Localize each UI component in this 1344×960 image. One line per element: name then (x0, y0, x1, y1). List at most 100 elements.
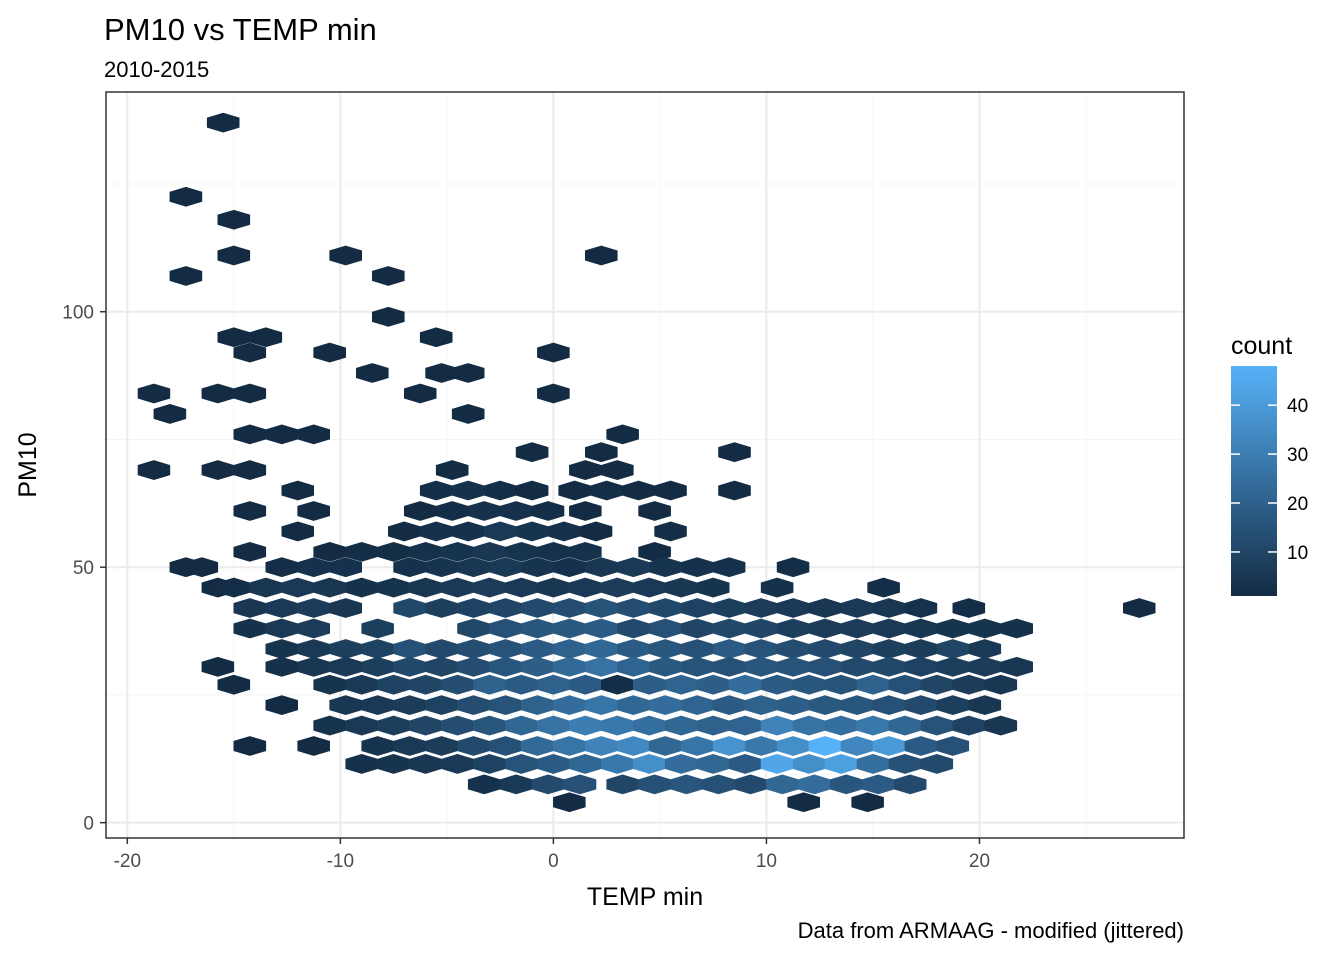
hex-bin (233, 501, 267, 521)
hex-bin (984, 674, 1018, 695)
legend-label: 10 (1287, 543, 1308, 564)
hex-bin (638, 501, 671, 521)
legend-label: 30 (1287, 445, 1308, 466)
hex-bin (696, 577, 730, 598)
legend-label: 20 (1287, 494, 1308, 515)
hex-bin (968, 639, 1002, 659)
hex-bin (297, 618, 331, 639)
hex-bin (153, 403, 187, 424)
hex-bin (281, 521, 315, 542)
hex-bin (329, 557, 363, 578)
hex-bin (579, 521, 613, 542)
hex-bin (137, 383, 171, 404)
hex-bin (952, 598, 986, 618)
hex-bin (185, 557, 219, 578)
hex-bin (217, 209, 251, 230)
hex-bin (584, 245, 618, 266)
hex-bin (435, 460, 469, 481)
hex-bin (201, 656, 235, 677)
hex-bin (537, 342, 570, 363)
hex-bin (249, 327, 283, 348)
hex-bin (329, 245, 363, 266)
y-axis: 0 50 100 (62, 303, 106, 835)
hex-bin (281, 480, 315, 501)
hex-bin (1000, 656, 1033, 677)
legend-colorbar (1231, 366, 1277, 596)
chart-title: PM10 vs TEMP min (104, 12, 377, 47)
chart-subtitle: 2010-2015 (104, 57, 209, 82)
panel-border (105, 91, 1185, 839)
hex-bin (600, 460, 634, 481)
legend: count 10 20 30 40 (1231, 332, 1308, 596)
hex-bin (893, 774, 927, 795)
hexbin-layer (137, 112, 1156, 813)
hex-bin (968, 695, 1002, 716)
hex-bin (712, 557, 746, 578)
hex-bin (233, 460, 267, 481)
hex-bin (451, 363, 485, 383)
hex-bin (233, 383, 267, 404)
hex-bin (584, 442, 618, 463)
hex-bin (169, 186, 203, 207)
x-tick-label: -20 (114, 851, 141, 872)
hex-bin (515, 442, 549, 463)
x-axis-title: TEMP min (587, 883, 703, 911)
hex-bin (371, 266, 405, 286)
y-tick-label: 100 (62, 303, 94, 324)
hex-bin (137, 460, 171, 481)
x-axis: -20 -10 0 10 20 (114, 838, 990, 872)
hex-bin (984, 715, 1018, 736)
hex-bin (569, 501, 602, 521)
hex-bin (355, 363, 389, 383)
hex-bin (787, 792, 821, 813)
hex-bin (563, 774, 597, 795)
x-tick-label: -10 (327, 851, 354, 872)
hex-bin (537, 383, 570, 404)
y-axis-title: PM10 (14, 432, 42, 497)
hex-bin (329, 598, 363, 618)
y-tick-label: 0 (83, 814, 94, 835)
legend-label: 40 (1287, 396, 1308, 417)
hex-bin (451, 403, 485, 424)
hex-bin (233, 342, 267, 363)
hex-bin (233, 736, 267, 756)
hex-bin (297, 736, 331, 756)
hex-bin (515, 480, 549, 501)
hex-bin (904, 598, 938, 618)
hex-bin (920, 753, 954, 774)
hex-bin (233, 541, 267, 562)
x-tick-label: 20 (969, 851, 990, 872)
hex-bin (776, 557, 810, 578)
legend-ticks: 10 20 30 40 (1231, 396, 1308, 564)
hex-bin (654, 521, 687, 542)
hex-bin (297, 424, 331, 445)
hex-bin (718, 480, 751, 501)
hex-bin (718, 442, 751, 463)
hex-bin (371, 306, 405, 327)
hex-bin (851, 792, 884, 813)
hex-bin (553, 792, 586, 813)
hex-bin (206, 112, 240, 133)
hex-bin (606, 424, 639, 445)
hex-bin (654, 480, 687, 501)
hex-bin (217, 674, 251, 695)
hex-bin (867, 577, 900, 598)
hex-bin (403, 383, 437, 404)
hex-bin (936, 736, 970, 756)
legend-title: count (1231, 332, 1292, 360)
hex-bin (265, 695, 299, 716)
hex-bin (1000, 618, 1033, 639)
hex-bin (419, 327, 453, 348)
x-tick-label: 0 (548, 851, 559, 872)
hex-bin (531, 501, 565, 521)
hex-bin (760, 577, 794, 598)
hex-bin (313, 342, 347, 363)
hex-bin (1123, 598, 1156, 618)
hex-bin (169, 266, 203, 286)
hex-bin (569, 541, 602, 562)
caption: Data from ARMAAG - modified (jittered) (798, 918, 1184, 943)
hex-bin (361, 618, 394, 639)
hex-bin (297, 501, 331, 521)
hex-bin (638, 541, 671, 562)
